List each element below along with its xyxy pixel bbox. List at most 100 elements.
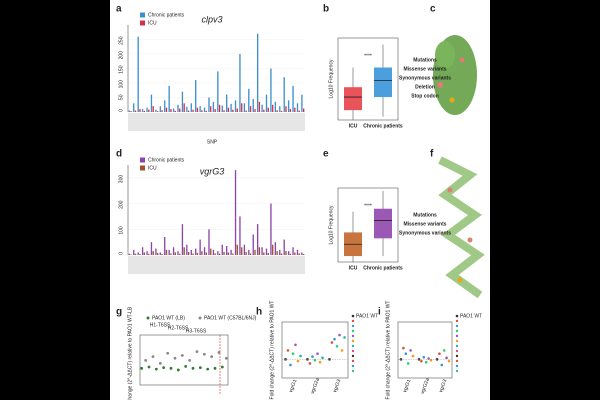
dot (321, 356, 324, 360)
bar (130, 254, 132, 255)
bar (137, 252, 139, 255)
bar (172, 108, 175, 112)
dot (184, 365, 188, 368)
bar (141, 247, 144, 255)
dot (191, 366, 195, 370)
bar (170, 253, 172, 255)
bar (239, 216, 241, 255)
dot (447, 359, 451, 363)
panel-title: clpv3 (201, 14, 222, 24)
bar (241, 103, 243, 112)
bar (252, 234, 254, 255)
bar (265, 248, 268, 255)
bar (164, 237, 166, 255)
bar (190, 249, 192, 255)
bar (296, 249, 299, 255)
bar (181, 91, 184, 112)
dot (442, 349, 446, 352)
bar (159, 252, 161, 255)
bar (285, 251, 287, 255)
bar (258, 247, 261, 255)
bar (212, 101, 215, 112)
bar (218, 253, 221, 255)
panel-label: b (323, 4, 329, 15)
legend-label: PAO1 WT (C57BL/6NJ) (204, 315, 257, 321)
bar (146, 107, 148, 112)
legend-dot (351, 324, 355, 328)
legend-dot (455, 319, 459, 323)
dot (147, 365, 151, 369)
legend-dot (455, 339, 459, 343)
y-axis-label: Log10 Frequency (328, 205, 334, 244)
y-tick-label: 50 (118, 94, 124, 100)
bar (221, 244, 223, 255)
bar (239, 54, 241, 112)
group-label: H2-T6SS (168, 325, 189, 331)
dot (340, 349, 344, 352)
bar (280, 110, 283, 112)
bar (248, 88, 250, 112)
snp-label-strip (128, 113, 305, 131)
protein-structure-c (433, 35, 477, 115)
bar (139, 253, 141, 255)
dot (422, 355, 426, 359)
bar (218, 104, 221, 112)
bar (232, 253, 234, 255)
bar (280, 253, 283, 255)
dot (289, 363, 292, 367)
legend-swatch (140, 157, 145, 163)
dot (343, 336, 346, 339)
bar (227, 107, 230, 112)
bar (186, 244, 188, 255)
bar (261, 104, 263, 112)
legend-dot (455, 329, 459, 333)
bar (283, 239, 285, 255)
bar (148, 253, 150, 255)
bar (258, 101, 261, 112)
bar (128, 253, 130, 255)
bar (236, 244, 238, 255)
dot (158, 361, 162, 365)
x-axis-label: SNP (207, 139, 218, 145)
bar (164, 100, 166, 112)
bar (287, 100, 290, 112)
legend-dot (351, 354, 355, 358)
bar (256, 224, 259, 255)
x-tick-label: vgrG1 (288, 378, 298, 393)
bar (296, 103, 299, 112)
dot (162, 366, 166, 370)
legend-dot (351, 369, 355, 373)
dot (151, 355, 155, 359)
bar (168, 249, 170, 255)
bar (161, 110, 163, 112)
y-tick-label: 250 (118, 36, 124, 45)
bar (294, 107, 296, 112)
legend-dot (351, 364, 355, 368)
x-tick-label: vgrG1 (402, 378, 412, 393)
bar (179, 253, 181, 255)
bar (150, 94, 153, 112)
x-tick-label: vgrG2a (420, 377, 431, 395)
bar (203, 247, 206, 255)
bar (227, 252, 230, 255)
legend-label: Missense variants (403, 66, 446, 72)
dot (198, 366, 202, 370)
bar (205, 252, 207, 255)
bar (223, 110, 225, 112)
bar (165, 249, 168, 255)
bar (134, 110, 137, 112)
bar (292, 85, 294, 112)
bar (174, 110, 177, 112)
legend-dot (198, 316, 202, 320)
legend-dot (455, 359, 459, 363)
x-tick-label: vgrG2a (310, 377, 321, 395)
bar (174, 252, 177, 255)
box (344, 87, 362, 111)
bar (150, 242, 153, 255)
dot (330, 341, 334, 344)
bar (130, 111, 132, 112)
bar (128, 110, 130, 112)
bar (199, 239, 201, 255)
protein-structure-f (438, 156, 485, 299)
